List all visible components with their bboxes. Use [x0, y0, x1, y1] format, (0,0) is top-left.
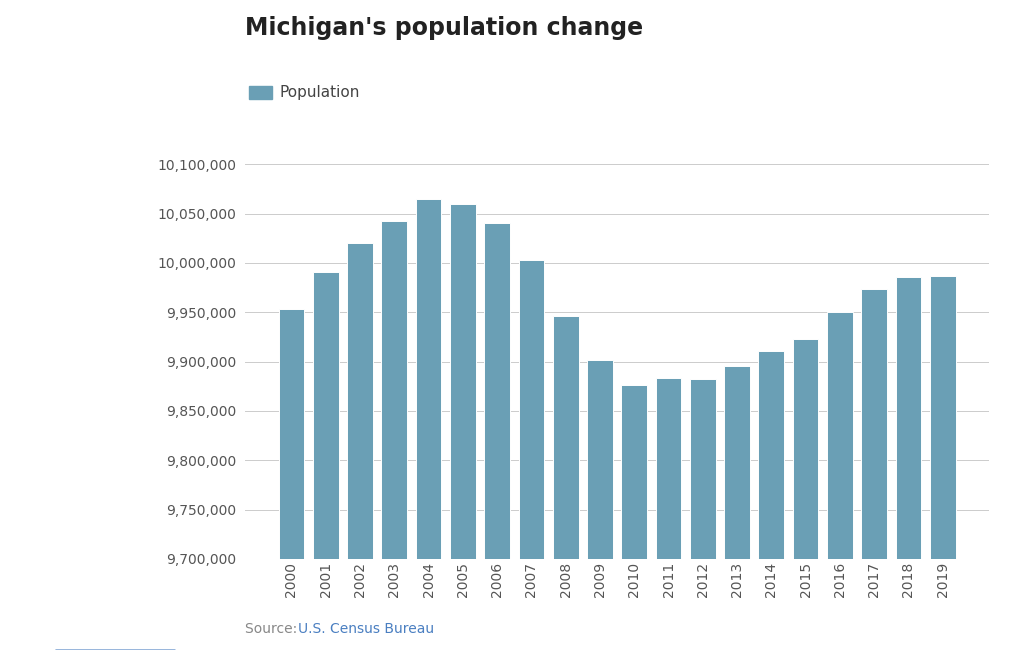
Bar: [518, 259, 544, 650]
Bar: [895, 277, 920, 650]
Bar: [587, 360, 612, 650]
Text: Michigan's population change: Michigan's population change: [245, 16, 642, 40]
Bar: [346, 243, 373, 650]
Bar: [449, 203, 475, 650]
Bar: [313, 272, 338, 650]
Bar: [416, 199, 441, 650]
Bar: [278, 309, 304, 650]
Bar: [655, 378, 681, 650]
Bar: [484, 223, 510, 650]
Bar: [621, 385, 646, 650]
Bar: [826, 312, 852, 650]
Text: Source:: Source:: [245, 621, 302, 636]
Bar: [792, 339, 817, 650]
Bar: [689, 379, 715, 650]
Bar: [381, 221, 407, 650]
Bar: [860, 289, 887, 650]
Legend: Population: Population: [249, 86, 360, 101]
Text: U.S. Census Bureau: U.S. Census Bureau: [298, 621, 433, 636]
Bar: [758, 351, 784, 650]
Bar: [929, 276, 955, 650]
Bar: [552, 316, 578, 650]
Bar: [723, 366, 749, 650]
